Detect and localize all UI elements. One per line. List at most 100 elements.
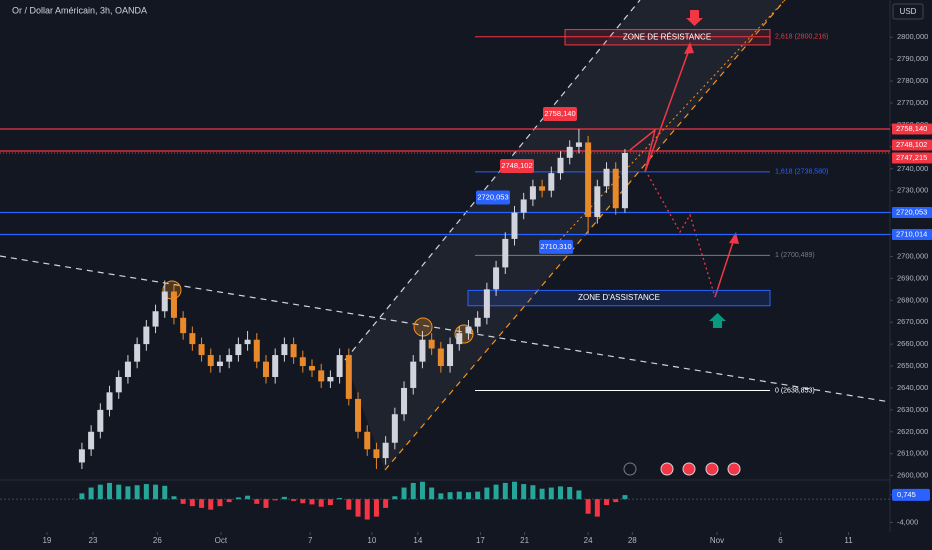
y-tick-label: 2700,000 xyxy=(897,251,928,260)
candle-body xyxy=(345,355,352,399)
histogram-bar xyxy=(162,485,168,500)
candle-body xyxy=(216,361,223,367)
histogram-bar xyxy=(401,487,407,500)
histogram-bar xyxy=(558,486,564,500)
candle-body xyxy=(493,267,500,290)
event-icon[interactable] xyxy=(660,462,674,476)
histogram-bar xyxy=(465,492,471,500)
candle-body xyxy=(603,168,610,187)
candle-body xyxy=(272,355,279,377)
candle-body xyxy=(410,361,417,388)
fib-label: 1,618 (2738,580) xyxy=(775,169,828,176)
currency-button[interactable] xyxy=(892,3,924,20)
y-tick-label: 2610,000 xyxy=(897,449,928,458)
event-icon[interactable] xyxy=(705,462,719,476)
candle-body xyxy=(161,291,168,312)
x-tick-label: 24 xyxy=(584,536,593,545)
histogram-bar xyxy=(97,484,103,500)
y-tick-label: 2680,000 xyxy=(897,295,928,304)
histogram-bar xyxy=(521,484,527,500)
candle-body xyxy=(447,344,454,367)
candle-body xyxy=(180,317,187,334)
y-tick-label: 2690,000 xyxy=(897,273,928,282)
histogram-bar xyxy=(79,493,85,500)
currency: USD xyxy=(900,7,917,16)
x-tick-label: 10 xyxy=(367,536,376,545)
candle-body xyxy=(198,344,205,356)
candle-body xyxy=(170,291,177,318)
callout-label: 2758,140 xyxy=(544,109,575,118)
histogram-bar xyxy=(383,499,389,508)
price-label: 2720,053 xyxy=(896,207,927,216)
zone xyxy=(467,289,771,307)
histogram-bar xyxy=(364,499,370,520)
candle-body xyxy=(318,370,325,382)
candle-body xyxy=(299,357,306,367)
candle-body xyxy=(253,339,260,362)
histogram-bar xyxy=(134,485,140,500)
histogram-bar xyxy=(254,499,260,504)
candle-body xyxy=(594,186,601,217)
histogram-bar xyxy=(346,499,352,510)
histogram-bar xyxy=(502,482,508,500)
x-tick-label: Oct xyxy=(215,536,228,545)
histogram-bar xyxy=(419,481,425,500)
y-tick-label: 2740,000 xyxy=(897,164,928,173)
histogram-bar xyxy=(475,491,481,500)
candle-body xyxy=(143,326,150,345)
fib-label: 0 (2638,853) xyxy=(775,387,815,394)
candle-body xyxy=(244,339,251,345)
trend-line xyxy=(0,255,891,403)
candle-body xyxy=(189,333,196,345)
y-tick-label: 2630,000 xyxy=(897,405,928,414)
histogram-bar xyxy=(548,487,554,500)
histogram-bar xyxy=(511,481,517,500)
histogram-bar xyxy=(567,486,573,500)
down-arrow xyxy=(686,10,703,26)
up-arrow xyxy=(709,313,726,328)
y-tick-label: 2600,000 xyxy=(897,471,928,480)
x-tick-label: 26 xyxy=(153,536,162,545)
histogram-bar xyxy=(585,499,591,514)
event-icon[interactable] xyxy=(623,462,637,476)
callout-label: 2748,102 xyxy=(501,161,532,170)
y-tick-label: 2650,000 xyxy=(897,361,928,370)
histogram-bar xyxy=(291,499,297,501)
candle-body xyxy=(575,142,582,147)
histogram-bar xyxy=(272,499,278,501)
candle-body xyxy=(106,392,113,410)
candle-body xyxy=(401,387,408,415)
candle-body xyxy=(382,442,389,459)
callout-label: 2720,053 xyxy=(477,192,508,201)
histogram-bar xyxy=(281,496,287,500)
price-label: 2748,102 xyxy=(896,140,927,149)
zone-label: ZONE DE RÉSISTANCE xyxy=(623,32,711,41)
histogram-bar xyxy=(318,499,324,507)
event-icon[interactable] xyxy=(727,462,741,476)
event-icons xyxy=(623,462,741,476)
candle-body xyxy=(483,289,490,318)
candle-body xyxy=(548,173,555,191)
candle-body xyxy=(124,361,131,377)
zone xyxy=(564,29,771,46)
candle-body xyxy=(391,414,398,443)
x-tick-label: 11 xyxy=(844,536,853,545)
histogram-bar xyxy=(438,493,444,500)
callout-box xyxy=(476,190,510,205)
price-label: 2710,014 xyxy=(896,229,927,238)
candle-body xyxy=(309,366,316,371)
x-tick-label: 23 xyxy=(89,536,98,545)
candle-body xyxy=(419,339,426,362)
candle-body xyxy=(327,376,334,382)
candle-body xyxy=(428,339,435,349)
candle-body xyxy=(474,317,481,327)
histogram-bar xyxy=(217,499,223,507)
price-label-box xyxy=(892,228,932,240)
candle-body xyxy=(502,238,509,268)
candle-body xyxy=(290,344,297,358)
candle-body xyxy=(97,409,104,432)
forecast-arrow xyxy=(714,235,736,298)
event-icon[interactable] xyxy=(682,462,696,476)
price-label-box xyxy=(892,123,932,135)
histogram-bar xyxy=(116,484,122,500)
